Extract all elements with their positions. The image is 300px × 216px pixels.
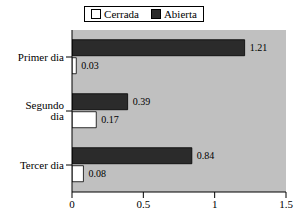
html-text:Abierta: Abierta <box>163 8 197 20</box>
svg-text:0.03: 0.03 <box>81 60 99 71</box>
svg-text:Tercer dia: Tercer dia <box>20 159 64 171</box>
svg-text:0.17: 0.17 <box>101 114 119 125</box>
svg-text:0.08: 0.08 <box>88 168 106 179</box>
svg-text:1.5: 1.5 <box>279 198 292 210</box>
svg-text:1.21: 1.21 <box>250 42 267 53</box>
svg-text:1: 1 <box>212 198 218 210</box>
svg-text:0: 0 <box>69 198 75 210</box>
svg-text:0.5: 0.5 <box>136 198 150 210</box>
html-text:Cerrada: Cerrada <box>104 8 139 20</box>
svg-text:Segundodia: Segundodia <box>26 99 65 122</box>
svg-text:0.39: 0.39 <box>133 96 151 107</box>
svg-text:Primer dia: Primer dia <box>18 51 64 63</box>
svg-text:0.84: 0.84 <box>197 150 215 161</box>
